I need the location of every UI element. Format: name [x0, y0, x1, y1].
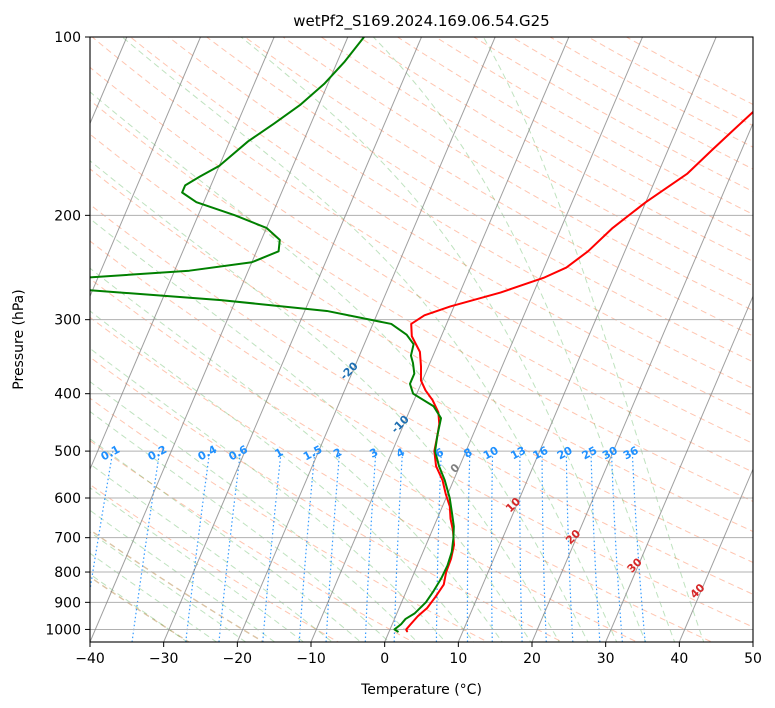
y-tick-label: 800 [54, 565, 81, 581]
x-tick-label: 30 [597, 651, 615, 667]
y-tick-label: 900 [54, 595, 81, 611]
temperature-line [405, 110, 753, 633]
mixing-ratio-label: 10 [481, 444, 501, 463]
dry-adiabat [90, 99, 753, 502]
isotherm-line [163, 37, 422, 642]
moist-adiabat [240, 37, 647, 642]
mixing-ratio-label: 16 [531, 444, 551, 463]
moist-adiabat [121, 37, 618, 642]
x-tick-label: 40 [670, 651, 688, 667]
dry-adiabat [90, 66, 753, 473]
isotherm-line [90, 37, 275, 471]
moist-adiabat [372, 37, 676, 642]
isotherm-line [678, 467, 753, 642]
isotherm-line [90, 37, 349, 642]
dry-adiabat [511, 37, 753, 170]
isotherm-line [605, 295, 753, 642]
moist-adiabat [90, 573, 189, 642]
y-axis-label: Pressure (hPa) [11, 289, 27, 389]
x-tick-label: −10 [296, 651, 326, 667]
profile-lines [90, 37, 753, 633]
moist-adiabat [482, 37, 705, 642]
dry-adiabat [90, 440, 414, 642]
y-axis-ticks: 100 200 300 400 500 600 700 800 900 1000 [45, 30, 90, 638]
x-tick-label: 20 [523, 651, 541, 667]
dry-adiabat [90, 240, 753, 628]
moist-adiabat [90, 91, 589, 642]
moist-adiabat [90, 310, 475, 642]
y-tick-label: 200 [54, 208, 81, 224]
isotherm-line [457, 37, 717, 642]
plot-frame [89, 36, 754, 643]
y-tick-label: 500 [54, 444, 81, 460]
x-tick-label: −40 [75, 651, 105, 667]
dry-adiabat [205, 37, 753, 363]
mixing-ratio-label: 36 [621, 444, 641, 463]
x-tick-label: 50 [744, 651, 762, 667]
y-tick-label: 400 [54, 387, 81, 403]
x-tick-label: −20 [223, 651, 253, 667]
dry-adiabat [244, 37, 753, 337]
moist-adiabat [90, 347, 447, 642]
isotherm-line [531, 122, 753, 642]
x-tick-label: 0 [380, 651, 389, 667]
moist-adiabat [90, 218, 532, 642]
mixing-ratio-label: 25 [580, 444, 600, 463]
isotherm-line [236, 37, 496, 642]
moist-adiabat [90, 463, 333, 642]
y-tick-label: 300 [54, 313, 81, 329]
dry-adiabat [90, 529, 265, 642]
moist-adiabat [90, 552, 218, 642]
x-tick-label: 10 [449, 651, 467, 667]
dry-adiabat [472, 37, 753, 193]
moist-adiabat [90, 531, 247, 642]
x-axis-label: Temperature (°C) [360, 682, 482, 698]
isotherm-line [310, 37, 570, 642]
dry-adiabat [91, 37, 753, 445]
dry-adiabat [320, 37, 753, 287]
mixing-ratio-label: 30 [600, 444, 620, 463]
moist-adiabat [90, 410, 390, 642]
isotherm-gridlines [90, 37, 753, 642]
dewpoint-line [90, 37, 455, 633]
moist-adiabat [90, 267, 503, 642]
dry-adiabat [282, 37, 753, 312]
mixing-ratio-label: 13 [508, 444, 528, 463]
chart-title: wetPf2_S169.2024.169.06.54.G25 [293, 12, 549, 31]
x-axis-ticks: −40 −30 −20 −10 0 10 20 30 40 50 [75, 642, 762, 667]
x-tick-label: −30 [149, 651, 179, 667]
mixing-ratio-label: 20 [555, 444, 575, 463]
dry-adiabat [549, 37, 753, 148]
isotherm-line [90, 37, 201, 298]
y-tick-label: 100 [54, 30, 81, 46]
dry-adiabats [90, 37, 753, 642]
moist-adiabat [90, 487, 305, 642]
dry-adiabat [90, 278, 713, 642]
y-tick-label: 1000 [45, 622, 81, 638]
y-tick-label: 600 [54, 491, 81, 507]
moist-adiabats [90, 37, 705, 642]
dry-adiabat [90, 397, 489, 642]
y-tick-label: 700 [54, 531, 81, 547]
isotherm-line [384, 37, 643, 642]
moist-adiabat [90, 438, 362, 642]
isobar-gridlines [90, 37, 753, 630]
